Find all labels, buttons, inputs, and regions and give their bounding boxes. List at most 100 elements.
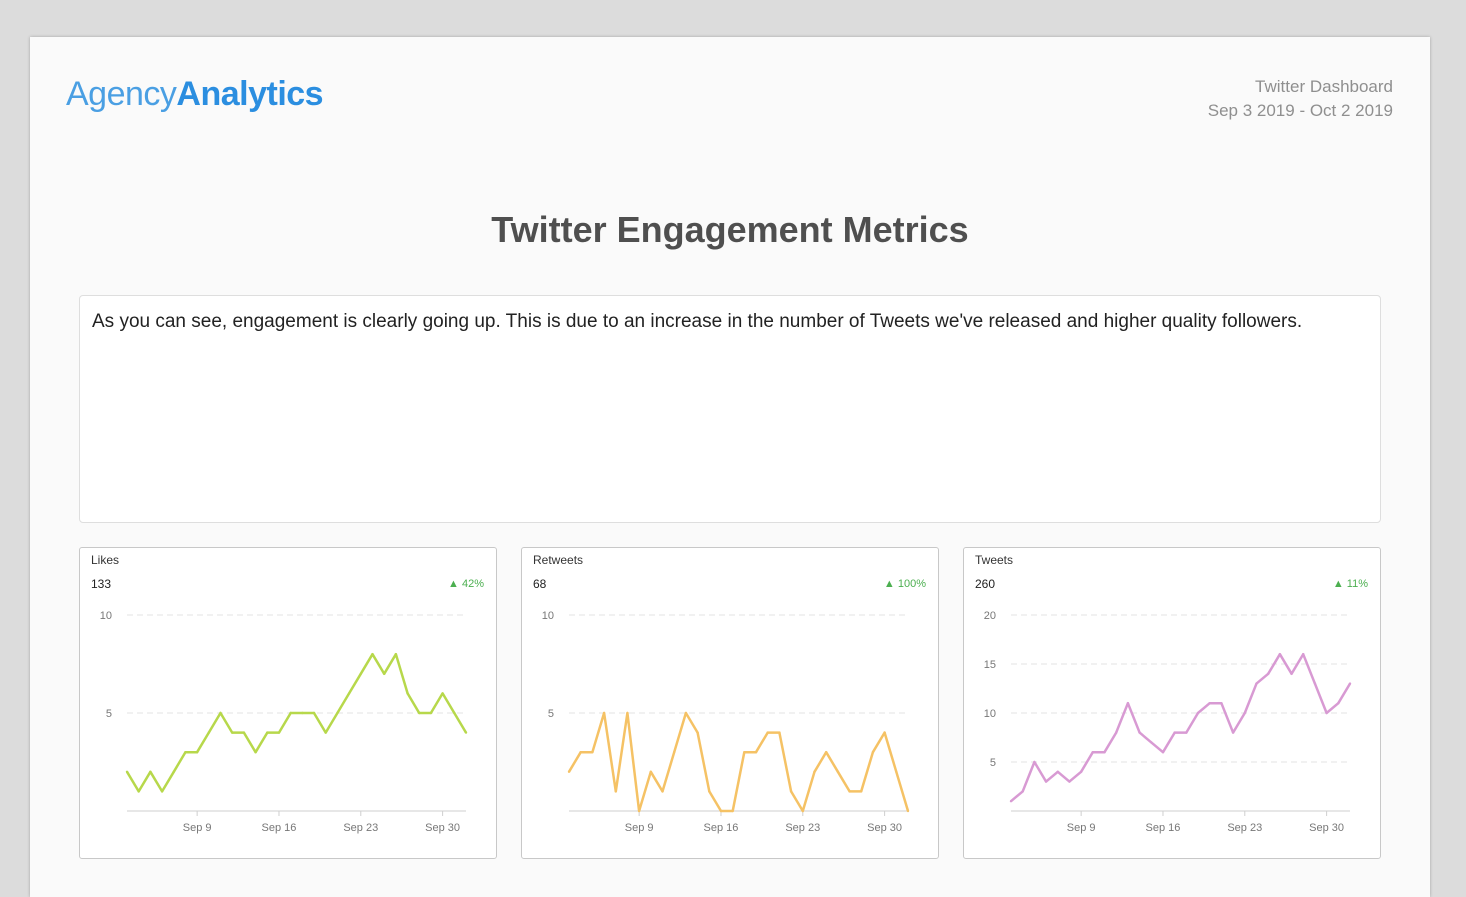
data-point — [883, 731, 886, 734]
data-point — [1079, 770, 1083, 773]
data-point — [406, 692, 409, 695]
data-point — [441, 692, 444, 695]
data-point — [1150, 741, 1153, 744]
chart-title: Tweets — [975, 553, 1014, 567]
data-point — [813, 770, 816, 773]
report-page: AgencyAnalytics Twitter Dashboard Sep 3 … — [30, 37, 1430, 897]
x-tick-label: Sep 9 — [183, 822, 212, 834]
data-point — [231, 731, 234, 734]
data-point — [708, 790, 711, 793]
data-point — [836, 770, 840, 773]
data-point — [743, 751, 746, 754]
data-point — [1196, 711, 1200, 715]
likes-chart-card: Likes 133 ▲ 42% 5 10 Sep 9 Sep 16 Sep 23 Sep … — [79, 547, 497, 859]
change-value: 11% — [1346, 578, 1368, 590]
y-tick-label: 10 — [542, 610, 554, 622]
data-point — [801, 809, 804, 813]
data-point — [824, 751, 828, 754]
series-line — [1010, 652, 1352, 803]
tweets-line-chart: 5 10 15 20 Sep 9 Sep 16 Sep 23 Sep 30 — [984, 610, 1352, 834]
data-point — [195, 751, 199, 754]
y-tick-label: 5 — [990, 757, 996, 769]
x-tick-label: Sep 16 — [1146, 822, 1181, 834]
data-point — [418, 711, 421, 715]
data-point — [429, 711, 433, 715]
data-point — [1021, 790, 1024, 793]
x-tick-label: Sep 9 — [1067, 822, 1096, 834]
data-point — [266, 731, 269, 734]
y-tick-label: 5 — [548, 708, 554, 720]
data-point — [778, 731, 781, 734]
logo-agency-text: Agency — [66, 75, 177, 113]
x-tick-label: Sep 16 — [704, 822, 739, 834]
data-point — [1091, 751, 1095, 754]
triangle-up-icon: ▲ — [448, 578, 459, 590]
data-point — [1056, 770, 1059, 773]
data-point — [1220, 702, 1223, 705]
data-point — [637, 809, 641, 813]
data-point — [289, 711, 292, 715]
x-tick-label: Sep 23 — [785, 822, 820, 834]
x-tick-label: Sep 30 — [867, 822, 902, 834]
data-point — [254, 751, 257, 754]
data-point — [1243, 711, 1246, 715]
data-point — [394, 653, 398, 656]
data-point — [137, 790, 140, 793]
page-title: Twitter Engagement Metrics — [491, 209, 969, 250]
data-point — [1103, 751, 1106, 754]
tweets-chart-card: Tweets 260 ▲ 11% 5 10 15 20 Sep 9 Sep 16 Sep 2… — [963, 547, 1381, 859]
data-point — [860, 790, 863, 793]
change-badge: ▲ 11% — [1333, 578, 1368, 590]
data-point — [312, 711, 316, 715]
data-point — [602, 711, 606, 715]
chart-title: Retweets — [533, 553, 584, 567]
dashboard-title: Twitter Dashboard — [1255, 77, 1393, 96]
data-point — [125, 770, 129, 773]
triangle-up-icon: ▲ — [1332, 578, 1344, 590]
data-point — [696, 731, 699, 734]
data-point — [1255, 682, 1258, 685]
data-point — [789, 790, 793, 793]
data-point — [1348, 682, 1352, 685]
data-point — [684, 711, 688, 715]
data-point — [464, 731, 468, 734]
data-point — [1138, 731, 1141, 734]
data-point — [1325, 711, 1328, 715]
x-tick-label: Sep 16 — [262, 822, 297, 834]
data-point — [614, 790, 617, 793]
data-point — [591, 751, 594, 754]
chart-total: 68 — [533, 577, 547, 591]
report-header-info: Twitter Dashboard Sep 3 2019 - Oct 2 201… — [1208, 75, 1393, 123]
data-point — [1009, 800, 1013, 803]
data-point — [1044, 780, 1048, 783]
data-point — [382, 672, 386, 675]
data-point — [184, 751, 187, 754]
y-tick-label: 10 — [984, 708, 996, 720]
data-point — [453, 711, 456, 715]
chart-total: 133 — [91, 577, 112, 591]
data-point — [324, 731, 327, 734]
data-point — [277, 731, 281, 734]
x-tick-label: Sep 23 — [343, 822, 378, 834]
data-point — [1185, 731, 1188, 734]
series-line — [125, 652, 468, 793]
data-point — [579, 751, 582, 754]
data-point — [359, 672, 362, 675]
data-point — [766, 731, 769, 734]
data-point — [172, 770, 175, 773]
y-tick-label: 5 — [106, 708, 112, 720]
data-point — [754, 751, 758, 754]
x-tick-label: Sep 30 — [1309, 822, 1344, 834]
data-point — [242, 731, 246, 734]
chart-title: Likes — [91, 553, 120, 567]
data-point — [1161, 751, 1165, 754]
data-point — [1033, 760, 1036, 764]
data-point — [1302, 653, 1305, 656]
data-point — [906, 809, 910, 813]
data-point — [895, 770, 898, 773]
likes-line-chart: 5 10 Sep 9 Sep 16 Sep 23 Sep 30 — [100, 610, 468, 834]
data-point — [567, 770, 571, 773]
notes-box[interactable]: As you can see, engagement is clearly go… — [79, 295, 1381, 523]
y-tick-label: 10 — [100, 610, 112, 622]
data-point — [1126, 702, 1130, 705]
